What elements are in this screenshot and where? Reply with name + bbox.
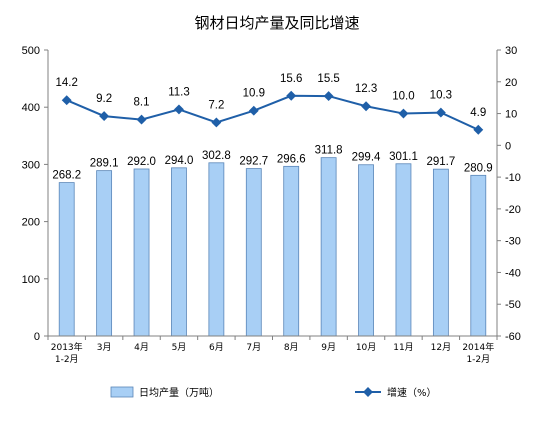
bar-value-label: 268.2 — [52, 170, 81, 182]
right-tick-label: -20 — [505, 204, 521, 216]
growth-value-label: 15.5 — [317, 73, 339, 85]
x-tick-label: 10月 — [356, 342, 376, 353]
growth-value-label: 15.6 — [280, 73, 302, 85]
legend-line-marker — [363, 387, 373, 397]
x-tick-label: 9月 — [321, 342, 336, 353]
right-tick-label: -30 — [505, 236, 521, 248]
x-tick-label: 6月 — [209, 342, 224, 353]
data-labels: 268.2 289.1 292.0 294.0 302.8 292.7 296.6 311.8… — [52, 73, 492, 182]
bar-value-label: 302.8 — [202, 150, 231, 162]
legend-line-label: 增速（%） — [387, 386, 437, 399]
x-tick-label: 2014年 — [462, 341, 494, 353]
bar — [470, 174, 487, 337]
bar — [171, 167, 187, 337]
growth-value-label: 9.2 — [96, 93, 112, 105]
right-tick-label: 0 — [505, 140, 511, 152]
bar-value-label: 292.0 — [127, 156, 156, 168]
bar-value-label: 296.6 — [277, 153, 306, 165]
growth-marker — [248, 105, 259, 116]
x-tick-label: 3月 — [97, 342, 112, 353]
bar — [133, 168, 150, 337]
right-tick-label: 10 — [505, 109, 517, 121]
bar — [245, 168, 262, 337]
legend-bar-swatch — [110, 386, 134, 398]
bar — [395, 163, 412, 337]
bar-value-label: 292.7 — [239, 156, 268, 168]
bar-value-label: 311.8 — [315, 145, 343, 157]
growth-marker — [473, 124, 484, 135]
legend: 日均产量（万吨） 增速（%） — [110, 386, 437, 399]
growth-value-label: 10.9 — [243, 88, 265, 100]
growth-marker — [361, 101, 371, 112]
growth-marker — [211, 117, 222, 128]
legend-bar-label: 日均产量（万吨） — [139, 386, 219, 399]
right-tick-label: 20 — [505, 77, 517, 89]
right-tick-label: -60 — [505, 331, 521, 343]
growth-value-label: 8.1 — [134, 97, 150, 109]
bar — [432, 168, 449, 337]
left-tick-label: 500 — [22, 45, 40, 57]
bar-value-label: 299.4 — [352, 152, 381, 164]
growth-marker — [323, 91, 334, 102]
bar — [58, 182, 75, 337]
growth-line-series — [61, 90, 484, 135]
growth-marker — [99, 111, 110, 122]
growth-value-label: 7.2 — [208, 99, 224, 111]
growth-marker — [398, 108, 409, 119]
right-tick-label: -40 — [505, 267, 521, 279]
x-tick-label: 4月 — [134, 342, 149, 353]
x-tick-label: 11月 — [393, 342, 413, 353]
growth-value-label: 11.3 — [168, 86, 190, 98]
right-tick-label: 30 — [505, 45, 517, 57]
growth-marker — [61, 95, 72, 106]
growth-marker — [136, 114, 147, 125]
bar-value-label: 301.1 — [389, 151, 418, 163]
bar — [96, 170, 113, 337]
bar-series — [58, 157, 487, 337]
left-tick-label: 100 — [22, 274, 40, 286]
x-tick-label: 1-2月 — [466, 354, 490, 365]
x-tick-label: 7月 — [246, 342, 261, 353]
right-tick-label: -10 — [505, 172, 521, 184]
x-tick-label: 8月 — [284, 342, 299, 353]
bar-value-label: 294.0 — [165, 155, 194, 167]
bar — [320, 157, 337, 337]
bar — [358, 164, 374, 337]
left-tick-label: 400 — [22, 102, 40, 114]
left-tick-label: 300 — [22, 159, 40, 171]
chart-title: 钢材日均产量及同比增速 — [194, 14, 359, 32]
growth-line — [66, 94, 479, 131]
x-tick-label: 12月 — [431, 342, 451, 353]
growth-marker — [286, 90, 297, 101]
bar — [208, 162, 225, 337]
growth-value-label: 12.3 — [355, 83, 377, 95]
bar — [283, 165, 300, 337]
left-tick-label: 0 — [34, 331, 40, 343]
growth-value-label: 14.2 — [56, 77, 78, 89]
growth-marker — [174, 104, 184, 115]
growth-marker — [435, 107, 446, 118]
growth-value-label: 10.3 — [430, 90, 452, 102]
growth-value-label: 10.0 — [392, 91, 414, 103]
left-tick-label: 200 — [22, 217, 40, 229]
x-tick-label: 1-2月 — [55, 354, 79, 365]
x-tick-label: 2013年 — [51, 341, 83, 353]
bar-value-label: 289.1 — [90, 158, 119, 170]
x-tick-label: 5月 — [172, 342, 187, 353]
growth-value-label: 4.9 — [470, 107, 486, 119]
bar-value-label: 280.9 — [464, 162, 493, 174]
right-tick-label: -50 — [505, 299, 521, 311]
bar-value-label: 291.7 — [426, 156, 455, 168]
